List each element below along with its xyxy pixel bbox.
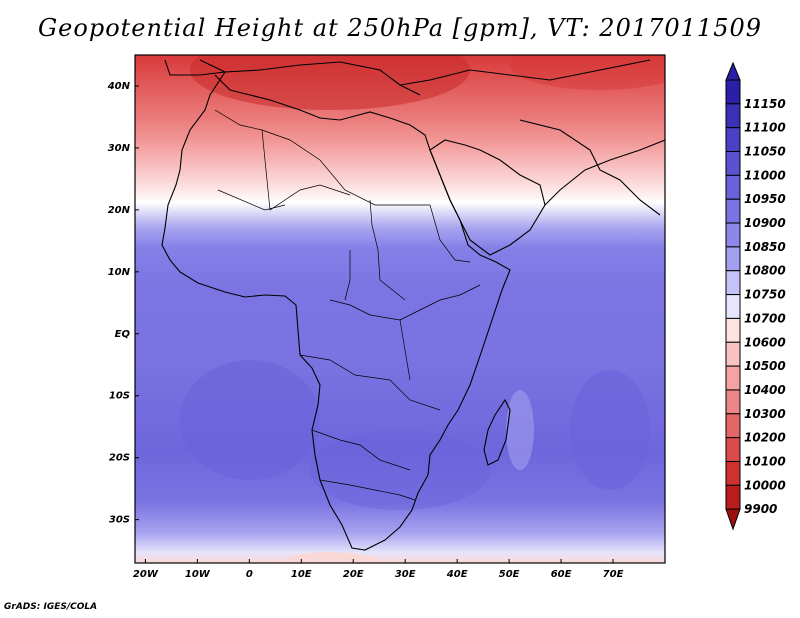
coastlines [161,59,665,551]
colorbar-label: 10300 [744,407,786,421]
colorbar-swatch [725,413,741,439]
colorbar-swatch [725,270,741,296]
colorbar-label: 10400 [744,383,786,397]
colorbar-swatch [725,317,741,343]
colorbar-label: 10800 [744,264,786,278]
lon-tick-label: 0 [246,569,253,580]
country-borders [214,109,481,501]
colorbar-label: 10500 [744,359,786,373]
plot-frame [134,54,666,564]
colorbar-swatch [725,294,741,319]
lat-tick-label: 30N [108,143,131,154]
colorbar-min-arrow [725,508,741,531]
colorbar-swatch [725,341,741,367]
colorbar-label: 10100 [744,454,786,468]
lon-tick-label: 60E [551,569,572,580]
colorbar-label: 11100 [744,121,786,135]
lon-tick-label: 70E [603,569,624,580]
colorbar-label: 10850 [744,240,786,254]
colorbar-swatch [725,365,741,391]
colorbar-label: 11150 [744,97,786,111]
colorbar-max-arrow [725,61,741,81]
colorbar-swatch [725,103,741,129]
colorbar-label: 10750 [744,288,786,302]
colorbar-label: 10000 [744,478,786,492]
colorbar-label: 10900 [744,216,786,230]
colorbar-swatch [725,127,741,153]
colorbar-label: 10950 [744,192,786,206]
colorbar-swatch [725,437,741,462]
lat-tick-label: EQ [115,329,131,340]
lat-tick-label: 20S [109,453,130,464]
lat-tick-label: 40N [107,81,131,92]
lon-tick-label: 40E [446,569,468,580]
lon-tick-label: 20E [343,569,364,580]
lon-tick-label: 20W [133,569,159,580]
colorbar-swatch [725,151,741,176]
lon-tick-label: 30E [395,569,416,580]
colorbar-swatch [725,222,741,248]
colorbar-swatch [725,460,741,486]
lat-tick-label: 30S [109,515,130,526]
colorbar-label: 11050 [744,145,786,159]
lon-tick-label: 50E [499,569,520,580]
colorbar-swatch [725,246,741,272]
lat-tick-label: 10N [108,267,131,278]
colorbar-label: 9900 [744,502,777,516]
lat-tick-label: 10S [109,391,130,402]
colorbar-label: 11000 [744,168,786,182]
colorbar-label: 10600 [744,335,786,349]
colorbar-label: 10700 [744,311,786,325]
colorbar-swatch [725,79,741,105]
lat-tick-label: 20N [108,205,131,216]
colorbar-swatch [725,484,741,510]
map-title: Geopotential Height at 250hPa [gpm], VT:… [38,14,762,42]
height-field [135,55,665,563]
credit-text: GrADS: IGES/COLA [4,602,98,612]
colorbar-swatch [725,389,741,415]
colorbar-swatch [725,198,741,224]
lon-tick-label: 10W [185,569,211,580]
colorbar-label: 10200 [744,431,786,445]
colorbar-swatch [725,174,741,200]
lon-tick-label: 10E [291,569,312,580]
